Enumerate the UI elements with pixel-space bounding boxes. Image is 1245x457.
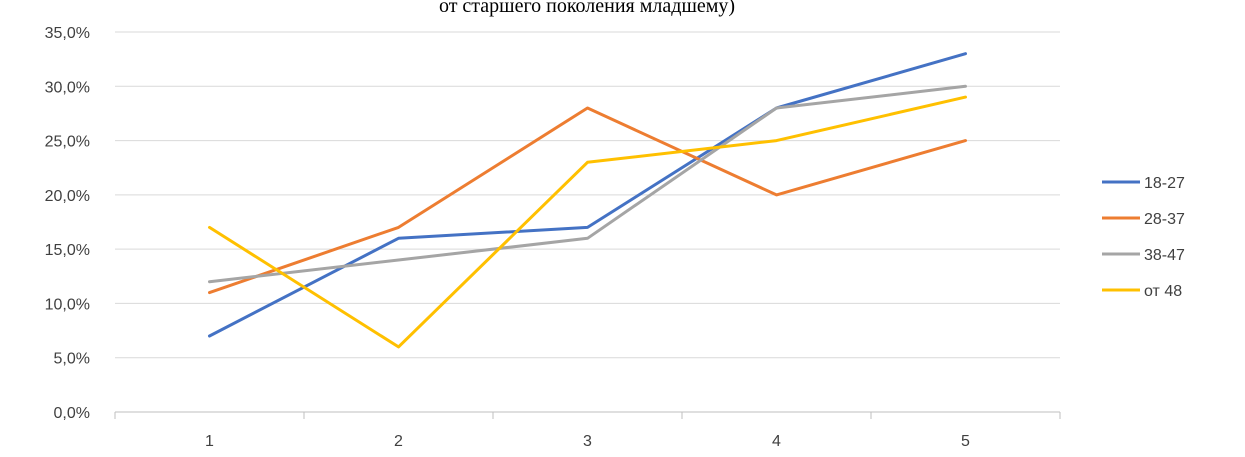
- x-tick-label: 1: [205, 433, 214, 450]
- x-tick-label: 4: [772, 433, 781, 450]
- y-tick-label: 35,0%: [45, 25, 90, 42]
- legend-label: 28-37: [1144, 211, 1185, 228]
- chart-title: от старшего поколения младшему): [439, 0, 735, 17]
- series-line-2: [208, 106, 967, 295]
- y-tick-label: 30,0%: [45, 79, 90, 96]
- legend-label: 38-47: [1144, 247, 1185, 264]
- y-tick-label: 10,0%: [45, 296, 90, 313]
- y-axis-ticks: 0,0% 5,0% 10,0% 15,0% 20,0% 25,0% 30,0% 35,0%: [45, 25, 90, 422]
- series-line-1: [208, 52, 967, 338]
- x-tick-label: 2: [394, 433, 403, 450]
- y-tick-label: 0,0%: [54, 405, 90, 422]
- legend-label: от 48: [1144, 283, 1182, 300]
- x-tick-label: 3: [583, 433, 592, 450]
- x-axis: [114, 411, 1061, 419]
- x-axis-ticks: 1 2 3 4 5: [205, 433, 970, 450]
- y-tick-label: 20,0%: [45, 188, 90, 205]
- y-tick-label: 25,0%: [45, 134, 90, 151]
- y-tick-label: 15,0%: [45, 242, 90, 259]
- y-tick-label: 5,0%: [54, 351, 90, 368]
- x-tick-label: 5: [961, 433, 970, 450]
- grid-lines: [115, 31, 1060, 359]
- series-lines: [208, 52, 967, 349]
- series-line-4: [208, 95, 967, 349]
- legend-label: 18-27: [1144, 175, 1185, 192]
- series-line-3: [208, 84, 967, 284]
- legend: 18-27 28-37 38-47 от 48: [1102, 175, 1185, 300]
